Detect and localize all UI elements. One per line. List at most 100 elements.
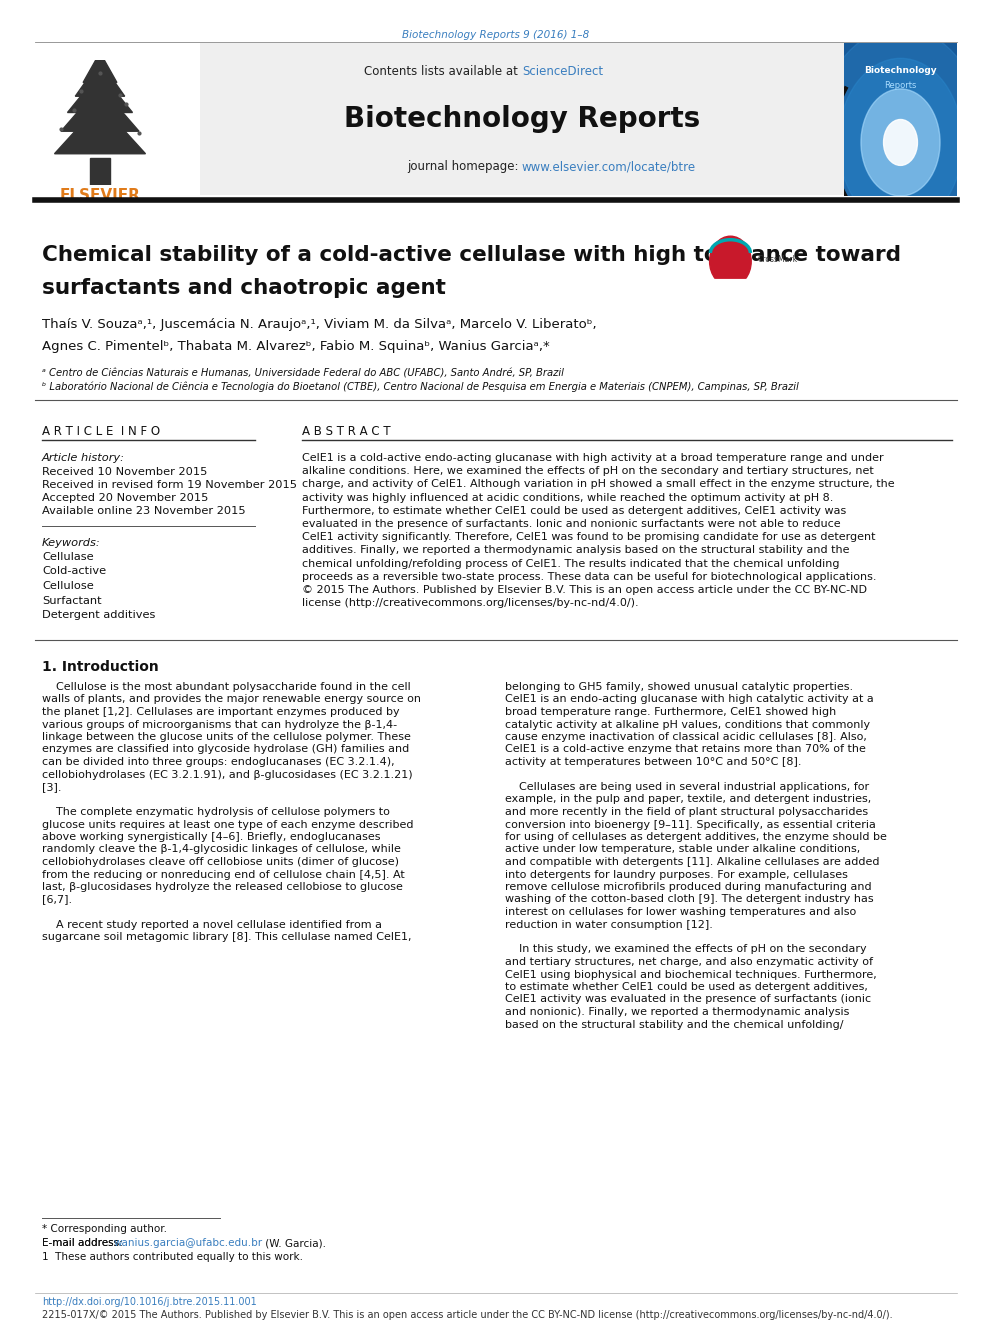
Text: E-mail address:: E-mail address: bbox=[42, 1238, 126, 1248]
Text: Contents lists available at: Contents lists available at bbox=[364, 65, 522, 78]
Text: license (http://creativecommons.org/licenses/by-nc-nd/4.0/).: license (http://creativecommons.org/lice… bbox=[302, 598, 639, 609]
Text: journal homepage:: journal homepage: bbox=[407, 160, 522, 173]
Ellipse shape bbox=[709, 237, 751, 287]
Text: 1  These authors contributed equally to this work.: 1 These authors contributed equally to t… bbox=[42, 1252, 303, 1262]
Text: Cold-active: Cold-active bbox=[42, 566, 106, 577]
Text: and compatible with detergents [11]. Alkaline cellulases are added: and compatible with detergents [11]. Alk… bbox=[505, 857, 880, 867]
Text: Reports: Reports bbox=[884, 81, 917, 90]
Text: Keywords:: Keywords: bbox=[42, 538, 101, 548]
Text: Article history:: Article history: bbox=[42, 452, 125, 463]
Text: A R T I C L E  I N F O: A R T I C L E I N F O bbox=[42, 425, 160, 438]
Text: E-mail address:: E-mail address: bbox=[42, 1238, 126, 1248]
Circle shape bbox=[861, 89, 940, 196]
Text: The complete enzymatic hydrolysis of cellulose polymers to: The complete enzymatic hydrolysis of cel… bbox=[42, 807, 390, 818]
Text: Received 10 November 2015: Received 10 November 2015 bbox=[42, 467, 207, 478]
Text: CelE1 activity significantly. Therefore, CelE1 was found to be promising candida: CelE1 activity significantly. Therefore,… bbox=[302, 532, 876, 542]
Text: proceeds as a reversible two-state process. These data can be useful for biotech: proceeds as a reversible two-state proce… bbox=[302, 572, 877, 582]
Text: Biotechnology Reports: Biotechnology Reports bbox=[344, 105, 700, 134]
Text: CelE1 activity was evaluated in the presence of surfactants (ionic: CelE1 activity was evaluated in the pres… bbox=[505, 995, 871, 1004]
Text: to estimate whether CelE1 could be used as detergent additives,: to estimate whether CelE1 could be used … bbox=[505, 982, 868, 992]
Text: enzymes are classified into glycoside hydrolase (GH) families and: enzymes are classified into glycoside hy… bbox=[42, 745, 410, 754]
Text: © 2015 The Authors. Published by Elsevier B.V. This is an open access article un: © 2015 The Authors. Published by Elsevie… bbox=[302, 585, 867, 595]
Text: the planet [1,2]. Cellulases are important enzymes produced by: the planet [1,2]. Cellulases are importa… bbox=[42, 706, 400, 717]
Circle shape bbox=[794, 0, 992, 288]
Text: wanius.garcia@ufabc.edu.br: wanius.garcia@ufabc.edu.br bbox=[114, 1238, 263, 1248]
Text: additives. Finally, we reported a thermodynamic analysis based on the structural: additives. Finally, we reported a thermo… bbox=[302, 545, 849, 556]
Text: Cellulose is the most abundant polysaccharide found in the cell: Cellulose is the most abundant polysacch… bbox=[42, 681, 411, 692]
Text: Biotechnology: Biotechnology bbox=[864, 66, 936, 75]
Text: various groups of microorganisms that can hydrolyze the β-1,4-: various groups of microorganisms that ca… bbox=[42, 720, 397, 729]
Polygon shape bbox=[55, 103, 146, 153]
Text: ScienceDirect: ScienceDirect bbox=[522, 65, 603, 78]
Text: Cellulose: Cellulose bbox=[42, 581, 94, 591]
Text: Detergent additives: Detergent additives bbox=[42, 610, 156, 620]
Text: example, in the pulp and paper, textile, and detergent industries,: example, in the pulp and paper, textile,… bbox=[505, 795, 871, 804]
Text: activity was highly influenced at acidic conditions, while reached the optimum a: activity was highly influenced at acidic… bbox=[302, 492, 833, 503]
Text: Surfactant: Surfactant bbox=[42, 595, 101, 606]
Polygon shape bbox=[710, 279, 750, 292]
Text: ᵃ Centro de Ciências Naturais e Humanas, Universidade Federal do ABC (UFABC), Sa: ᵃ Centro de Ciências Naturais e Humanas,… bbox=[42, 368, 563, 378]
Text: CelE1 is an endo-acting glucanase with high catalytic activity at a: CelE1 is an endo-acting glucanase with h… bbox=[505, 695, 874, 705]
Text: based on the structural stability and the chemical unfolding/: based on the structural stability and th… bbox=[505, 1020, 843, 1029]
Text: ELSEVIER: ELSEVIER bbox=[60, 188, 141, 202]
Text: conversion into bioenergy [9–11]. Specifically, as essential criteria: conversion into bioenergy [9–11]. Specif… bbox=[505, 819, 876, 830]
Text: belonging to GH5 family, showed unusual catalytic properties.: belonging to GH5 family, showed unusual … bbox=[505, 681, 853, 692]
Circle shape bbox=[815, 28, 985, 257]
Text: Cellulases are being used in several industrial applications, for: Cellulases are being used in several ind… bbox=[505, 782, 869, 792]
Text: Received in revised form 19 November 2015: Received in revised form 19 November 201… bbox=[42, 480, 297, 490]
Text: active under low temperature, stable under alkaline conditions,: active under low temperature, stable und… bbox=[505, 844, 860, 855]
Text: remove cellulose microfibrils produced during manufacturing and: remove cellulose microfibrils produced d… bbox=[505, 882, 872, 892]
Text: cause enzyme inactivation of classical acidic cellulases [8]. Also,: cause enzyme inactivation of classical a… bbox=[505, 732, 867, 742]
Text: Thaís V. Souzaᵃ,¹, Juscemácia N. Araujoᵃ,¹, Viviam M. da Silvaᵃ, Marcelo V. Libe: Thaís V. Souzaᵃ,¹, Juscemácia N. Araujoᵃ… bbox=[42, 318, 596, 331]
Circle shape bbox=[838, 58, 962, 226]
Text: interest on cellulases for lower washing temperatures and also: interest on cellulases for lower washing… bbox=[505, 908, 856, 917]
FancyBboxPatch shape bbox=[844, 44, 957, 196]
Text: above working synergistically [4–6]. Briefly, endoglucanases: above working synergistically [4–6]. Bri… bbox=[42, 832, 381, 841]
Text: CrossMark: CrossMark bbox=[758, 255, 798, 265]
Text: 1. Introduction: 1. Introduction bbox=[42, 660, 159, 673]
Text: CelE1 is a cold-active endo-acting glucanase with high activity at a broad tempe: CelE1 is a cold-active endo-acting gluca… bbox=[302, 452, 884, 463]
Text: Accepted 20 November 2015: Accepted 20 November 2015 bbox=[42, 493, 208, 503]
Text: walls of plants, and provides the major renewable energy source on: walls of plants, and provides the major … bbox=[42, 695, 421, 705]
Text: washing of the cotton-based cloth [9]. The detergent industry has: washing of the cotton-based cloth [9]. T… bbox=[505, 894, 874, 905]
Text: sugarcane soil metagomic library [8]. This cellulase named CelE1,: sugarcane soil metagomic library [8]. Th… bbox=[42, 931, 412, 942]
Text: glucose units requires at least one type of each enzyme described: glucose units requires at least one type… bbox=[42, 819, 414, 830]
Text: charge, and activity of CelE1. Although variation in pH showed a small effect in: charge, and activity of CelE1. Although … bbox=[302, 479, 895, 490]
Text: reduction in water consumption [12].: reduction in water consumption [12]. bbox=[505, 919, 713, 930]
Text: In this study, we examined the effects of pH on the secondary: In this study, we examined the effects o… bbox=[505, 945, 867, 954]
Text: http://dx.doi.org/10.1016/j.btre.2015.11.001: http://dx.doi.org/10.1016/j.btre.2015.11… bbox=[42, 1297, 257, 1307]
Text: can be divided into three groups: endoglucanases (EC 3.2.1.4),: can be divided into three groups: endogl… bbox=[42, 757, 395, 767]
Text: www.elsevier.com/locate/btre: www.elsevier.com/locate/btre bbox=[522, 160, 696, 173]
Text: activity at temperatures between 10°C and 50°C [8].: activity at temperatures between 10°C an… bbox=[505, 757, 802, 767]
Text: and tertiary structures, net charge, and also enzymatic activity of: and tertiary structures, net charge, and… bbox=[505, 957, 873, 967]
Text: CelE1 is a cold-active enzyme that retains more than 70% of the: CelE1 is a cold-active enzyme that retai… bbox=[505, 745, 866, 754]
Text: cellobiohydrolases (EC 3.2.1.91), and β-glucosidases (EC 3.2.1.21): cellobiohydrolases (EC 3.2.1.91), and β-… bbox=[42, 770, 413, 779]
Text: Agnes C. Pimentelᵇ, Thabata M. Alvarezᵇ, Fabio M. Squinaᵇ, Wanius Garciaᵃ,*: Agnes C. Pimentelᵇ, Thabata M. Alvarezᵇ,… bbox=[42, 340, 550, 353]
Text: last, β-glucosidases hydrolyze the released cellobiose to glucose: last, β-glucosidases hydrolyze the relea… bbox=[42, 882, 403, 892]
Polygon shape bbox=[89, 157, 110, 185]
Text: Furthermore, to estimate whether CelE1 could be used as detergent additives, Cel: Furthermore, to estimate whether CelE1 c… bbox=[302, 505, 846, 516]
Circle shape bbox=[884, 119, 918, 165]
Text: Available online 23 November 2015: Available online 23 November 2015 bbox=[42, 505, 246, 516]
Text: broad temperature range. Furthermore, CelE1 showed high: broad temperature range. Furthermore, Ce… bbox=[505, 706, 836, 717]
Text: evaluated in the presence of surfactants. Ionic and nonionic surfactants were no: evaluated in the presence of surfactants… bbox=[302, 519, 840, 529]
Text: from the reducing or nonreducing end of cellulose chain [4,5]. At: from the reducing or nonreducing end of … bbox=[42, 869, 405, 880]
Text: * Corresponding author.: * Corresponding author. bbox=[42, 1224, 167, 1234]
Text: Biotechnology Reports 9 (2016) 1–8: Biotechnology Reports 9 (2016) 1–8 bbox=[403, 30, 589, 40]
Text: chemical unfolding/refolding process of CelE1. The results indicated that the ch: chemical unfolding/refolding process of … bbox=[302, 558, 839, 569]
Text: cellobiohydrolases cleave off cellobiose units (dimer of glucose): cellobiohydrolases cleave off cellobiose… bbox=[42, 857, 399, 867]
Text: 2215-017X/© 2015 The Authors. Published by Elsevier B.V. This is an open access : 2215-017X/© 2015 The Authors. Published … bbox=[42, 1310, 893, 1320]
Text: [3].: [3]. bbox=[42, 782, 62, 792]
Text: CelE1 using biophysical and biochemical techniques. Furthermore,: CelE1 using biophysical and biochemical … bbox=[505, 970, 877, 979]
Text: A recent study reported a novel cellulase identified from a: A recent study reported a novel cellulas… bbox=[42, 919, 382, 930]
Text: Cellulase: Cellulase bbox=[42, 552, 93, 562]
Text: linkage between the glucose units of the cellulose polymer. These: linkage between the glucose units of the… bbox=[42, 732, 411, 742]
Text: into detergents for laundry purposes. For example, cellulases: into detergents for laundry purposes. Fo… bbox=[505, 869, 848, 880]
Text: randomly cleave the β-1,4-glycosidic linkages of cellulose, while: randomly cleave the β-1,4-glycosidic lin… bbox=[42, 844, 401, 855]
Text: A B S T R A C T: A B S T R A C T bbox=[302, 425, 391, 438]
Polygon shape bbox=[83, 53, 117, 82]
Text: ᵇ Laboratório Nacional de Ciência e Tecnologia do Bioetanol (CTBE), Centro Nacio: ᵇ Laboratório Nacional de Ciência e Tecn… bbox=[42, 382, 799, 393]
Text: catalytic activity at alkaline pH values, conditions that commonly: catalytic activity at alkaline pH values… bbox=[505, 720, 870, 729]
Text: alkaline conditions. Here, we examined the effects of pH on the secondary and te: alkaline conditions. Here, we examined t… bbox=[302, 466, 874, 476]
Polygon shape bbox=[61, 86, 139, 131]
